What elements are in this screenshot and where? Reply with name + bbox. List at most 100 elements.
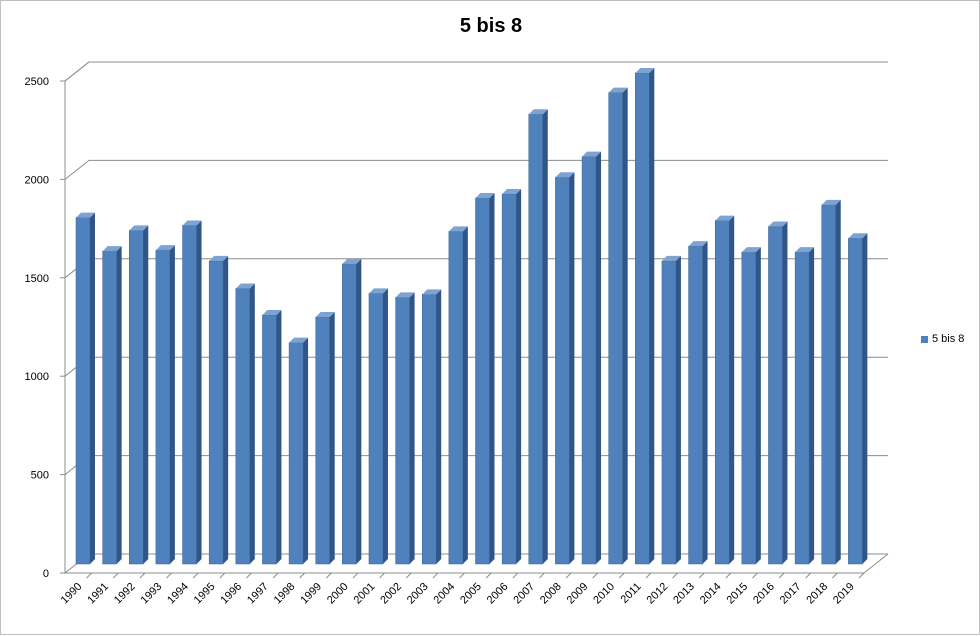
y-tick-label: 1500	[25, 273, 49, 285]
x-tick	[192, 572, 199, 579]
bar-top	[395, 292, 415, 298]
bar	[368, 293, 384, 565]
x-tick-label: 2000	[325, 581, 351, 607]
bar-top	[262, 310, 282, 316]
legend-label: 5 bis 8	[932, 333, 965, 345]
bar-side	[223, 255, 229, 565]
x-tick	[352, 572, 359, 579]
x-tick-label: 1998	[272, 581, 298, 607]
bar	[235, 288, 251, 565]
y-tick-label: 0	[43, 568, 49, 580]
gridline	[64, 61, 888, 82]
x-tick-label: 1996	[218, 581, 244, 607]
x-tick-label: 2005	[458, 581, 484, 607]
bar	[528, 114, 544, 565]
bar-top	[102, 246, 122, 252]
bar-top	[555, 172, 575, 178]
y-tick-label: 500	[31, 470, 49, 482]
bar	[688, 245, 703, 565]
x-tick	[778, 572, 785, 579]
bar-side	[675, 255, 681, 565]
bar-side	[862, 233, 868, 564]
x-tick-label: 1993	[139, 581, 165, 607]
bar-side	[596, 151, 602, 564]
bar-top	[155, 245, 175, 251]
bar-side	[729, 215, 735, 565]
x-tick	[752, 572, 758, 579]
x-tick-label: 2003	[405, 581, 431, 607]
bar-top	[76, 212, 95, 218]
gridline	[64, 159, 888, 180]
x-tick	[219, 572, 226, 579]
x-tick-label: 1994	[165, 581, 191, 607]
bar-top	[475, 192, 495, 198]
x-tick-label: 2016	[751, 581, 777, 607]
bar-side	[755, 247, 761, 564]
bar	[581, 156, 597, 565]
x-tick	[139, 572, 146, 579]
bar-side	[462, 226, 468, 564]
x-tick-label: 2010	[591, 581, 617, 607]
bar-side	[116, 246, 122, 564]
bar-side	[249, 283, 255, 564]
bar-top	[209, 255, 229, 261]
x-tick	[698, 572, 705, 579]
bar	[448, 231, 464, 565]
bar	[421, 294, 437, 565]
bar	[794, 251, 810, 565]
bar-side	[90, 212, 95, 564]
x-tick	[539, 572, 545, 579]
bar	[555, 177, 570, 565]
bar-side	[356, 258, 362, 564]
bar-side	[409, 292, 415, 564]
bar-top	[608, 87, 628, 93]
bar-side	[196, 220, 202, 564]
legend-swatch	[921, 335, 928, 343]
bar-top	[182, 220, 202, 226]
bar-side	[329, 312, 335, 564]
x-tick	[379, 572, 385, 579]
x-tick	[858, 572, 865, 579]
bar	[315, 316, 330, 565]
x-tick-label: 2002	[378, 581, 404, 607]
x-tick	[246, 572, 252, 579]
bar-top	[635, 67, 655, 73]
x-tick-label: 2015	[724, 581, 750, 607]
x-tick	[832, 572, 838, 579]
bar	[741, 251, 757, 565]
bar	[155, 249, 171, 565]
bar-side	[649, 67, 655, 564]
bar	[768, 226, 783, 565]
bar	[714, 220, 730, 565]
bar	[102, 250, 117, 565]
x-tick	[299, 572, 306, 579]
x-tick-label: 1995	[192, 581, 218, 607]
bar-side	[169, 245, 175, 564]
x-tick	[645, 572, 652, 579]
bar-side	[702, 241, 708, 564]
x-tick	[112, 572, 119, 579]
x-tick-label: 1999	[298, 581, 324, 607]
x-tick	[166, 572, 172, 579]
x-tick-label: 2007	[511, 581, 537, 607]
legend: 5 bis 8	[921, 332, 964, 346]
bar-top	[342, 258, 362, 264]
bar	[208, 260, 224, 565]
bar-top	[582, 151, 602, 157]
bar-side	[516, 189, 522, 565]
x-tick-label: 2012	[645, 581, 671, 607]
bar-side	[809, 247, 815, 564]
y-tick-label: 1000	[25, 371, 49, 383]
bar-top	[422, 289, 442, 295]
x-tick	[805, 572, 812, 579]
bar-top	[661, 255, 681, 261]
bar-top	[795, 247, 815, 253]
bar-top	[715, 215, 735, 221]
x-tick	[325, 572, 332, 579]
bar-top	[289, 337, 309, 343]
x-tick-label: 1991	[85, 581, 111, 607]
bar	[475, 197, 490, 565]
x-tick-label: 2019	[831, 581, 857, 607]
